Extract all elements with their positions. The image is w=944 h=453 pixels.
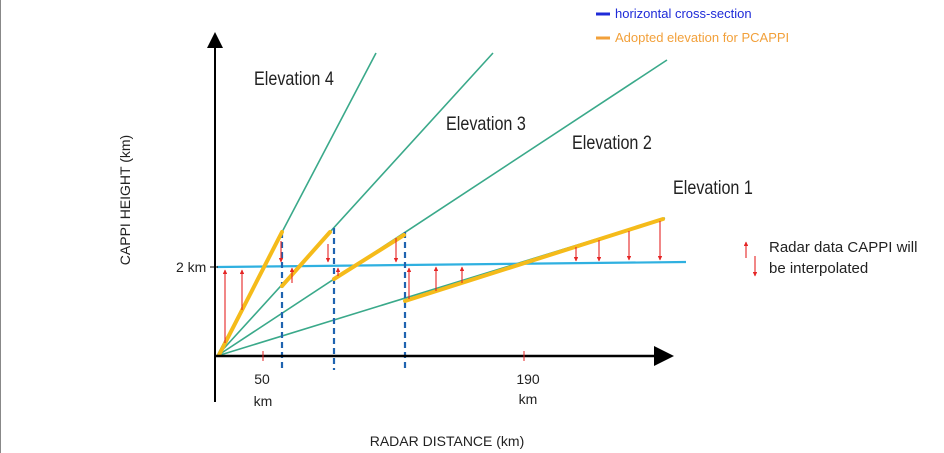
x-axis-label: RADAR DISTANCE (km) [370, 433, 525, 449]
cappi-cross-section-line [216, 260, 687, 269]
elevation-2-label: Elevation 2 [572, 132, 652, 154]
adopted-segment-elev3 [280, 230, 332, 288]
elevation-3-label: Elevation 3 [446, 113, 526, 135]
adopted-segment-elev2 [332, 233, 406, 281]
note-line-1: Radar data CAPPI will [769, 239, 917, 256]
boundary-lines [280, 228, 407, 370]
double-arrow-icon [743, 241, 758, 277]
adopted-elevation-segments [217, 217, 665, 357]
legend: horizontal cross-section Adopted elevati… [596, 6, 789, 45]
y-axis-label: CAPPI HEIGHT (km) [117, 135, 133, 265]
interpolation-note: Radar data CAPPI will be interpolated [743, 239, 917, 277]
adopted-segment-elev4 [217, 230, 284, 357]
interpolation-arrows [222, 221, 663, 343]
x-tick-unit-50: km [254, 393, 273, 409]
frame-border [0, 0, 1, 453]
x-tick-unit-190: km [519, 391, 538, 407]
x-tick-label-50: 50 [254, 371, 270, 387]
legend-label-adopted: Adopted elevation for PCAPPI [615, 30, 789, 45]
elevation-1-label: Elevation 1 [673, 177, 753, 199]
x-tick-label-190: 190 [516, 371, 540, 387]
beam-elevation-2 [216, 59, 668, 357]
elevation-4-label: Elevation 4 [254, 68, 334, 90]
legend-label-cross-section: horizontal cross-section [615, 6, 752, 21]
adopted-segment-elev1 [403, 217, 665, 303]
height-marker-label: 2 km [176, 259, 206, 275]
note-line-2: be interpolated [769, 260, 868, 277]
elevation-beams [216, 52, 668, 357]
beam-elevation-3 [216, 52, 494, 357]
